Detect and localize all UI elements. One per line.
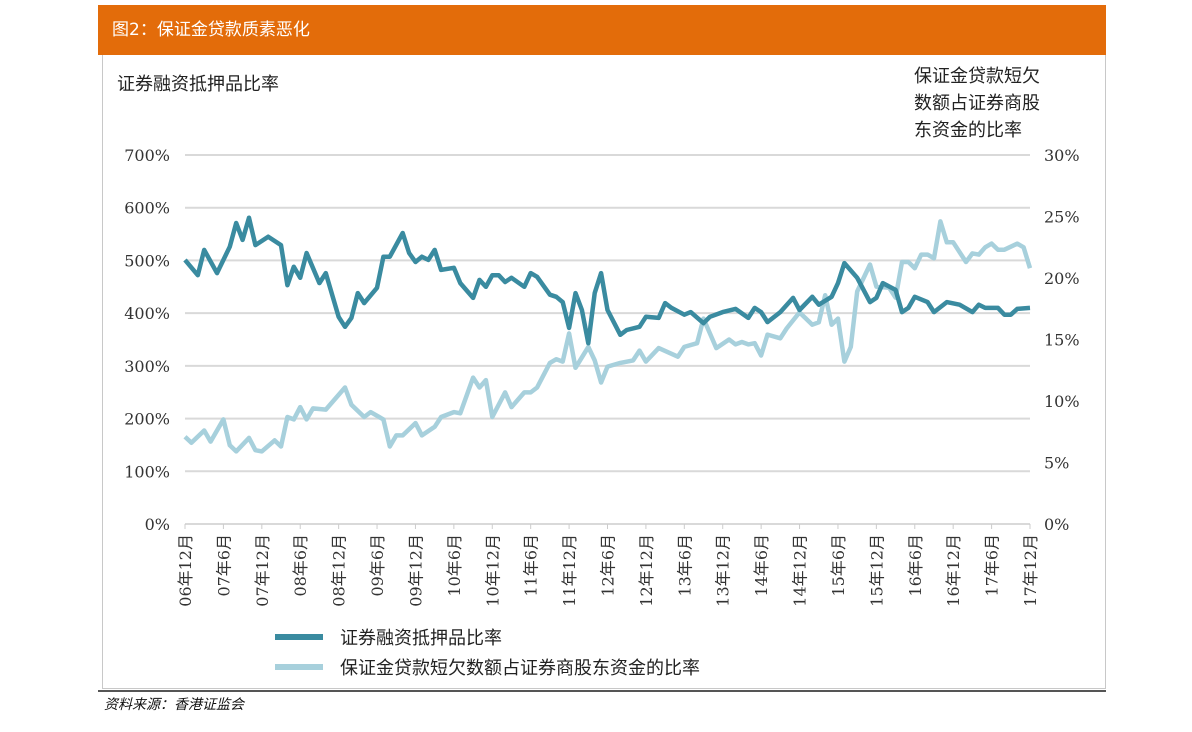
x-tick-label: 09年6月 <box>368 534 387 597</box>
x-tick-label: 15年12月 <box>867 534 886 607</box>
x-tick-label: 15年6月 <box>829 534 848 597</box>
x-tick-label: 17年12月 <box>1021 534 1040 607</box>
x-tick-label: 11年12月 <box>560 534 579 607</box>
x-axis-ticks: 06年12月 07年6月 07年12月 08年6月 08年12月 09年6月 09年12月 1… <box>176 524 1040 607</box>
x-tick-label: 12年6月 <box>599 534 618 597</box>
x-tick-label: 16年12月 <box>944 534 963 607</box>
right-axis-title-line: 数额占证券商股 <box>914 93 1040 114</box>
figure-title-bar: 图2：保证金贷款质素恶化 <box>98 5 1106 55</box>
right-tick-label: 20% <box>1044 269 1080 288</box>
x-tick-label: 08年12月 <box>330 534 349 607</box>
right-tick-label: 0% <box>1044 515 1069 534</box>
x-tick-label: 13年12月 <box>714 534 733 607</box>
x-tick-label: 16年6月 <box>906 534 925 597</box>
gridlines <box>185 154 1030 525</box>
series-lines <box>183 215 1033 454</box>
series-line-2 <box>183 219 1033 454</box>
left-tick-label: 400% <box>124 304 170 323</box>
right-tick-label: 25% <box>1044 208 1080 227</box>
x-tick-label: 12年12月 <box>637 534 656 607</box>
left-tick-label: 300% <box>124 357 170 376</box>
right-tick-label: 30% <box>1044 146 1080 165</box>
x-tick-label: 06年12月 <box>176 534 195 607</box>
x-tick-label: 14年12月 <box>791 534 810 607</box>
left-tick-label: 600% <box>124 199 170 218</box>
right-tick-label: 5% <box>1044 454 1069 473</box>
left-tick-label: 500% <box>124 251 170 270</box>
series-line-1 <box>183 215 1031 346</box>
x-tick-label: 08年6月 <box>291 534 310 597</box>
legend-label-series-1: 证券融资抵押品比率 <box>340 628 502 649</box>
right-axis-title: 保证金贷款短欠 数额占证券商股 东资金的比率 <box>914 66 1046 141</box>
left-axis-title: 证券融资抵押品比率 <box>117 74 279 95</box>
right-axis-ticks: 0% 5% 10% 15% 20% 25% 30% <box>1044 146 1080 534</box>
right-tick-label: 10% <box>1044 392 1080 411</box>
chart-frame <box>102 55 1106 689</box>
figure-title: 图2：保证金贷款质素恶化 <box>112 20 310 40</box>
x-tick-label: 13年6月 <box>675 534 694 597</box>
left-axis-ticks: 0% 100% 200% 300% 400% 500% 600% 700% <box>124 146 170 534</box>
right-axis-title-line: 东资金的比率 <box>914 120 1022 141</box>
source-note: 资料来源：香港证监会 <box>104 697 244 713</box>
x-tick-label: 11年6月 <box>522 534 541 597</box>
left-tick-label: 0% <box>145 515 170 534</box>
x-tick-label: 07年12月 <box>253 534 272 607</box>
x-tick-label: 10年12月 <box>483 534 502 607</box>
right-tick-label: 15% <box>1044 331 1080 350</box>
legend: 证券融资抵押品比率 保证金贷款短欠数额占证券商股东资金的比率 <box>275 628 700 679</box>
right-axis-title-line: 保证金贷款短欠 <box>914 66 1040 87</box>
x-tick-label: 09年12月 <box>406 534 425 607</box>
legend-label-series-2: 保证金贷款短欠数额占证券商股东资金的比率 <box>340 658 700 679</box>
x-tick-label: 07年6月 <box>214 534 233 597</box>
x-tick-label: 10年6月 <box>445 534 464 597</box>
divider <box>98 690 1106 692</box>
left-tick-label: 700% <box>124 146 170 165</box>
left-tick-label: 200% <box>124 410 170 429</box>
x-tick-label: 17年6月 <box>983 534 1002 597</box>
x-tick-label: 14年6月 <box>752 534 771 597</box>
left-tick-label: 100% <box>124 462 170 481</box>
